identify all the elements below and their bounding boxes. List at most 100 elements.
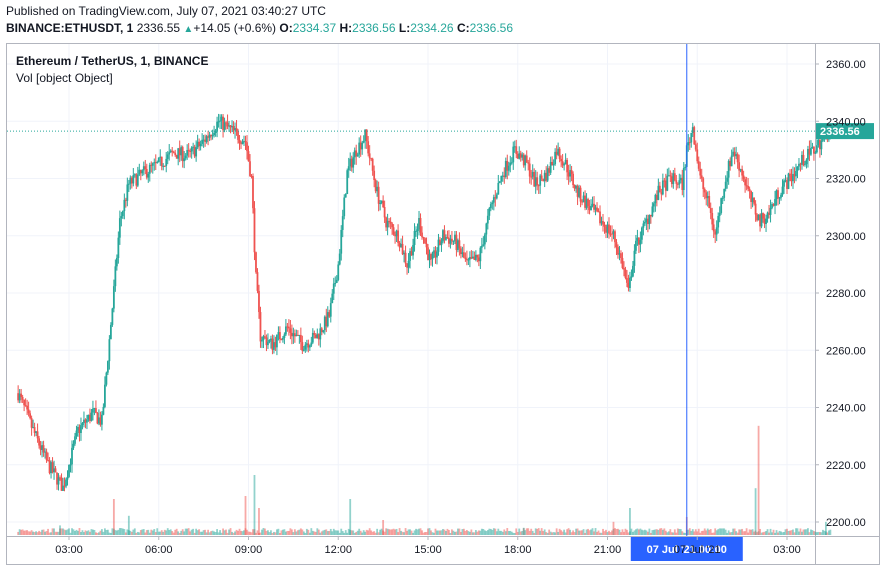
volume-bar xyxy=(352,530,355,535)
volume-bar xyxy=(801,531,803,535)
volume-bar xyxy=(540,528,543,535)
candle-body-down xyxy=(458,240,461,249)
volume-bar xyxy=(424,532,426,535)
candle-body-up xyxy=(121,211,124,217)
candle-body-up xyxy=(283,334,286,338)
volume-bar xyxy=(238,528,241,535)
candle-body-up xyxy=(205,136,208,142)
candle-body-down xyxy=(26,405,29,410)
volume-bar xyxy=(277,528,280,535)
candle-body-down xyxy=(280,339,283,341)
volume-bar xyxy=(108,532,111,535)
volume-bar xyxy=(760,532,763,535)
volume-bar xyxy=(400,530,402,535)
candle-body-down xyxy=(377,186,380,204)
candle-body-down xyxy=(572,173,574,186)
candle-body-up xyxy=(765,218,767,225)
volume-bar xyxy=(428,528,431,535)
candle-body-up xyxy=(645,218,648,223)
candle-body-up xyxy=(86,419,88,423)
candle-body-down xyxy=(150,164,153,166)
candle-body-up xyxy=(123,199,126,212)
candle-body-down xyxy=(422,237,425,239)
volume-bar xyxy=(539,530,542,535)
volume-bar xyxy=(727,530,730,535)
volume-bar xyxy=(325,529,328,535)
candle-body-up xyxy=(50,462,52,474)
volume-bar xyxy=(663,528,666,535)
volume-bar xyxy=(178,532,181,535)
candle-body-up xyxy=(292,333,295,337)
volume-bar xyxy=(675,532,678,535)
volume-bar xyxy=(455,531,458,535)
candle-body-up xyxy=(32,427,34,429)
volume-spike xyxy=(824,521,827,535)
candle-body-up xyxy=(751,197,754,203)
price-tick-label: 2240.00 xyxy=(826,403,866,415)
candle-body-up xyxy=(386,220,389,228)
candle-body-up xyxy=(69,464,72,466)
time-tick-label: 03:00 xyxy=(773,544,801,556)
candle-body-down xyxy=(274,342,277,348)
candle-body-down xyxy=(744,179,747,186)
candle-body-up xyxy=(74,436,76,444)
candle-body-down xyxy=(299,334,302,343)
volume-bar xyxy=(193,532,196,535)
candle-body-up xyxy=(168,152,171,155)
volume-bar xyxy=(431,532,434,535)
volume-bar xyxy=(26,530,29,535)
volume-bar xyxy=(733,528,736,535)
candle-body-up xyxy=(452,240,455,242)
candle-body-up xyxy=(153,162,156,164)
candle-body-down xyxy=(579,187,582,202)
volume-bar xyxy=(816,532,818,535)
candle-body-up xyxy=(672,173,675,185)
volume-bar xyxy=(246,529,248,535)
candle-body-up xyxy=(730,155,733,167)
candle-body-down xyxy=(42,445,45,453)
candle-body-down xyxy=(139,169,142,174)
candle-body-down xyxy=(410,251,413,256)
candle-body-down xyxy=(463,252,465,258)
candle-body-up xyxy=(90,412,93,421)
candle-body-down xyxy=(286,326,289,328)
volume-bar xyxy=(720,528,723,535)
candle-body-up xyxy=(518,153,521,159)
volume-bar xyxy=(477,530,480,535)
volume-bar xyxy=(130,531,133,535)
candle-body-up xyxy=(816,145,818,153)
volume-bar xyxy=(93,529,96,535)
volume-bar xyxy=(80,532,82,535)
volume-bar xyxy=(549,531,552,535)
volume-bar xyxy=(72,529,75,535)
candle-body-up xyxy=(302,349,305,351)
candle-body-down xyxy=(279,332,281,340)
volume-bar xyxy=(376,528,379,535)
volume-bar xyxy=(210,531,213,535)
candle-body-down xyxy=(664,180,667,191)
candle-body-up xyxy=(129,177,132,184)
volume-bar xyxy=(518,528,521,535)
volume-bar xyxy=(231,531,233,535)
volume-bar xyxy=(655,529,658,535)
volume-bar xyxy=(488,528,491,535)
candle-body-up xyxy=(101,414,103,425)
volume-bar xyxy=(827,530,830,535)
candle-body-up xyxy=(498,181,501,183)
candle-body-up xyxy=(112,286,115,309)
candle-body-up xyxy=(416,229,419,231)
candle-body-up xyxy=(332,283,335,294)
candle-body-up xyxy=(578,187,580,197)
candle-body-down xyxy=(593,203,595,210)
volume-bar xyxy=(536,528,539,535)
volume-bar xyxy=(443,529,446,535)
candle-body-up xyxy=(151,163,154,166)
candle-body-up xyxy=(721,197,724,199)
volume-bar xyxy=(151,530,154,535)
volume-bar xyxy=(802,529,805,535)
candle-body-up xyxy=(104,384,106,407)
volume-bar xyxy=(104,528,106,535)
volume-bar xyxy=(609,532,612,535)
candle-body-down xyxy=(561,161,564,166)
